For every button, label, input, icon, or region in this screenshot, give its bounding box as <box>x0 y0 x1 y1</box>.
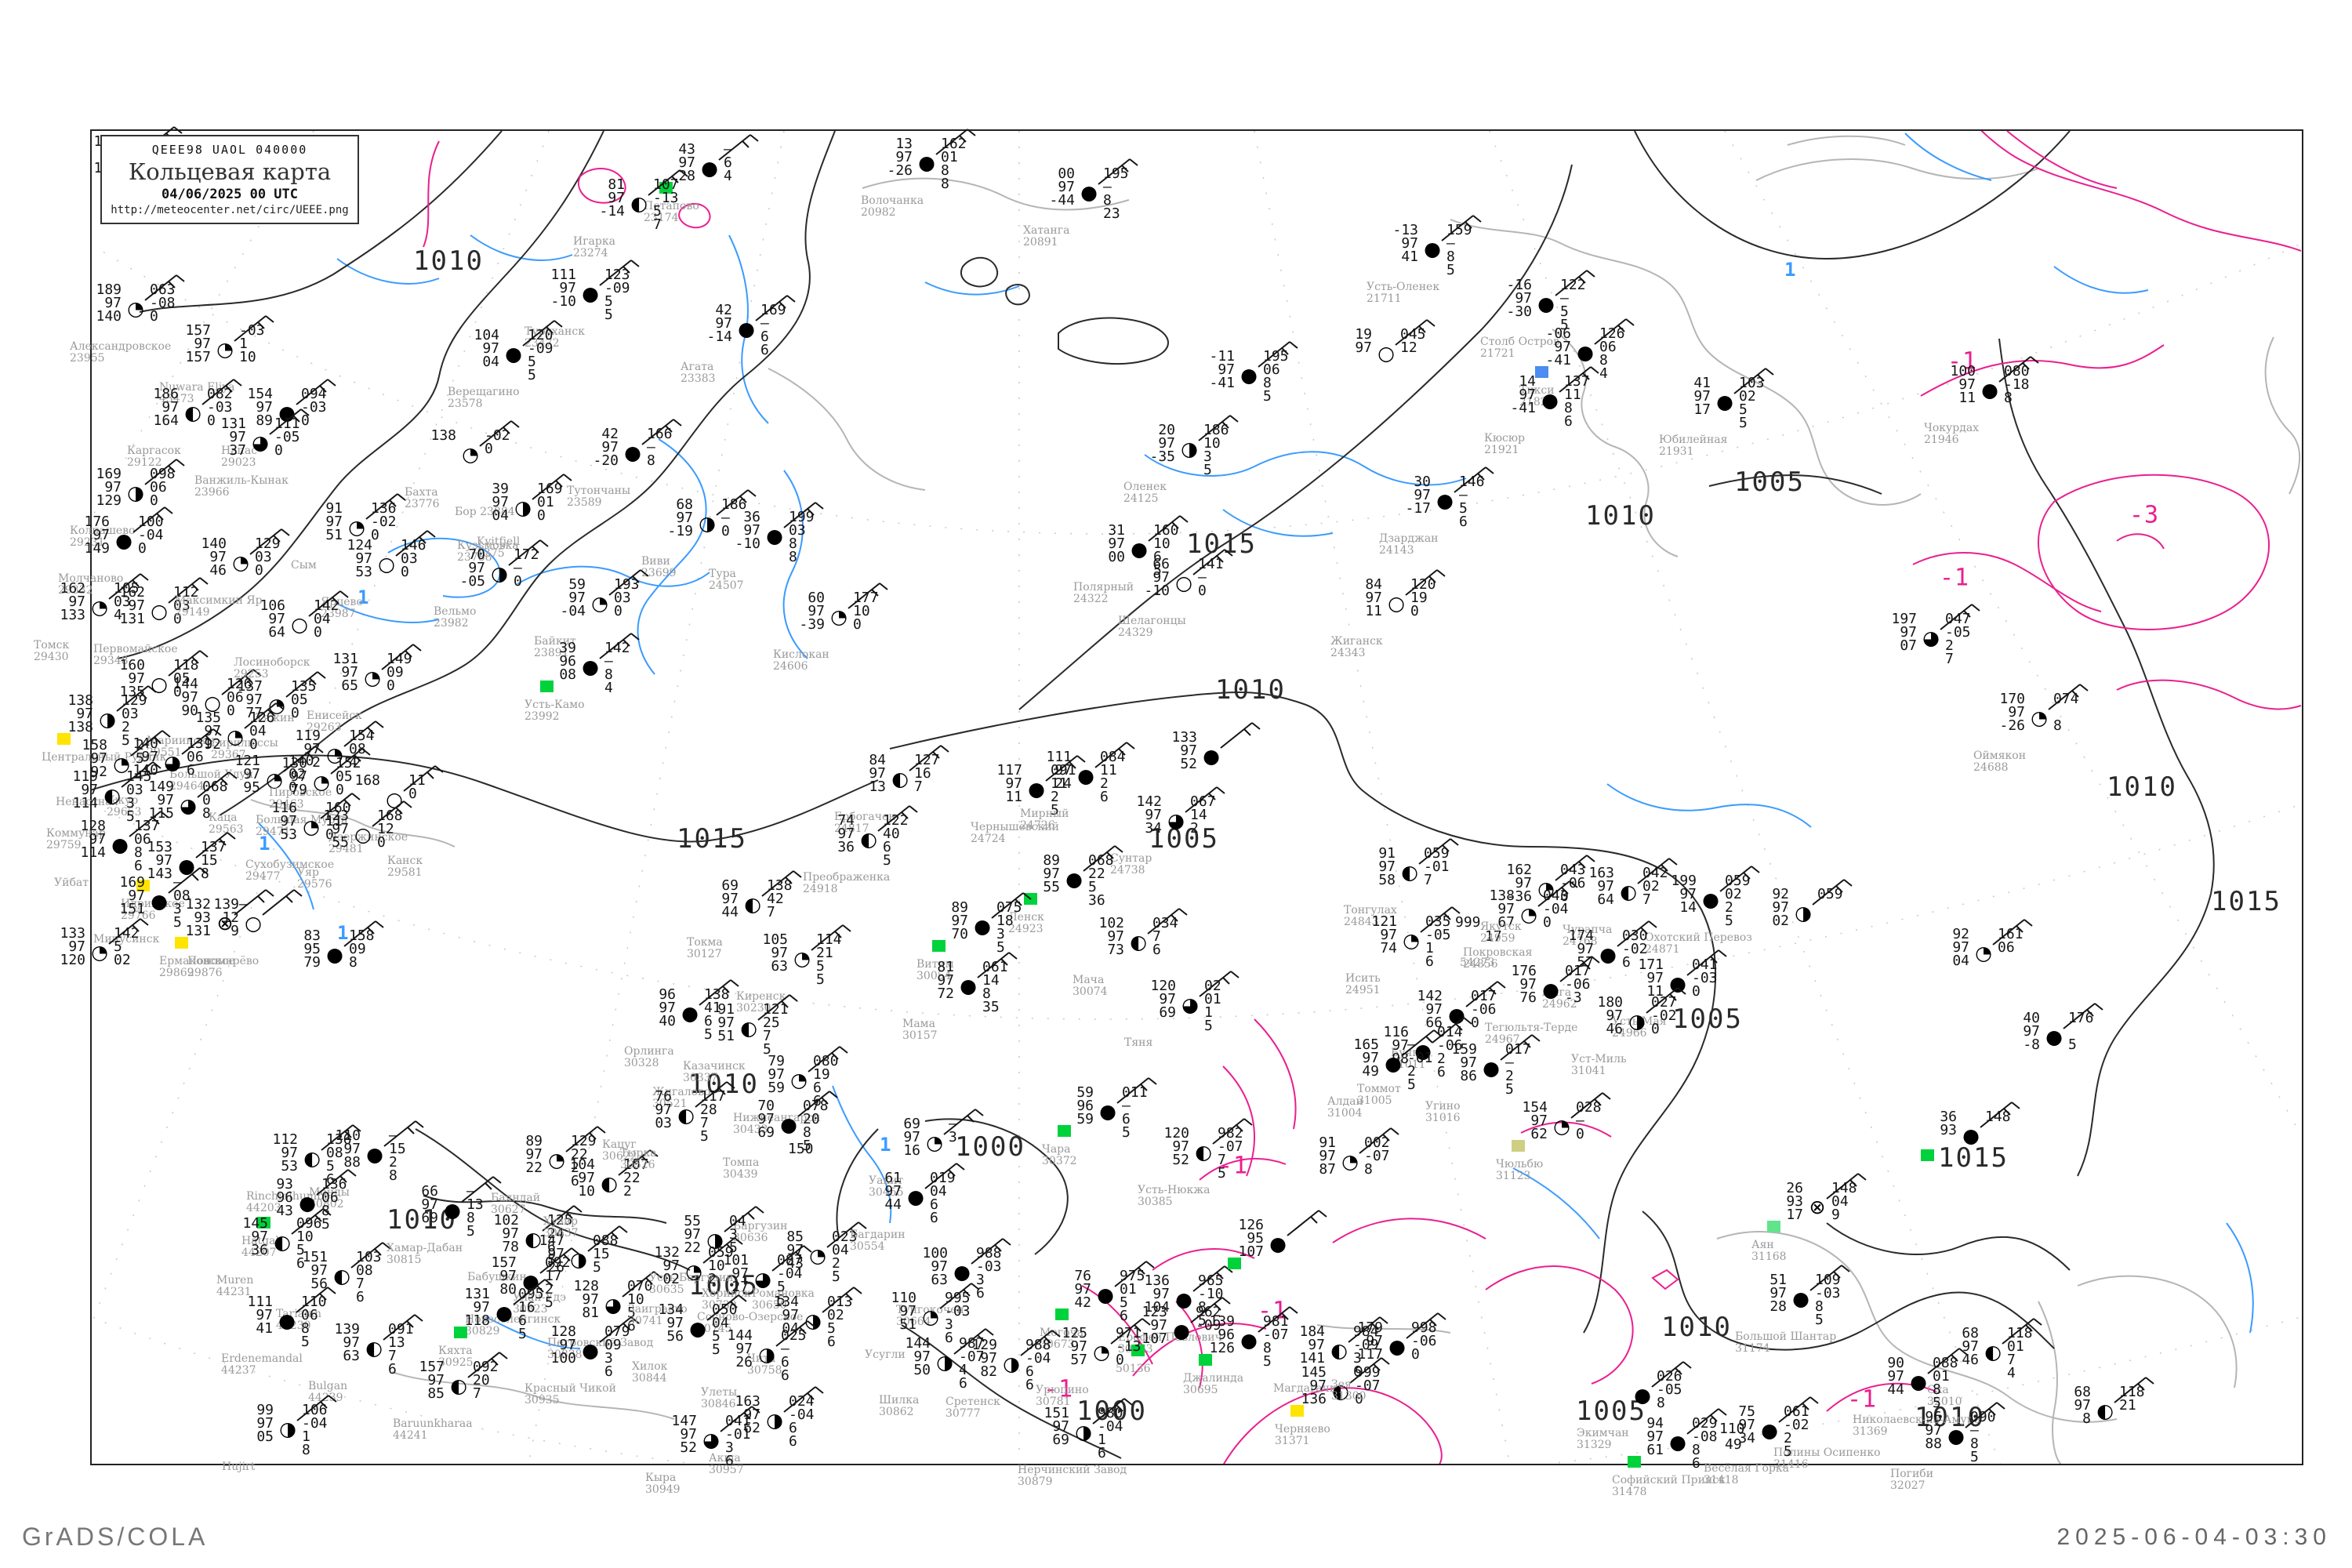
header-box: QEEE98 UAOL 040000 Кольцевая карта 04/06… <box>100 135 359 224</box>
misc-label: 110 <box>1719 1421 1745 1437</box>
isobar-paths <box>92 131 2215 1459</box>
misc-label: Бор 23884 <box>455 506 515 518</box>
source-url: http://meteocenter.net/circ/UEEE.png <box>111 204 349 216</box>
map-frame <box>90 129 2303 1465</box>
misc-label: 999 <box>1455 914 1481 931</box>
bulletin-id: QEEE98 UAOL 040000 <box>151 143 308 157</box>
render-timestamp: 2025-06-04-03:30 <box>2056 1524 2332 1550</box>
isobar-label: 1005 <box>1576 1396 1646 1427</box>
map-title: Кольцевая карта <box>128 158 332 185</box>
misc-label: 1375 <box>477 547 505 560</box>
graticule-lines <box>92 131 2302 1464</box>
misc-label: 30636 <box>733 1232 768 1244</box>
isobar-label: 1010 <box>1915 1402 1985 1433</box>
front-value-label: -1 <box>1939 564 1970 592</box>
isobar-label: 1015 <box>2211 886 2281 917</box>
isobar-label: 1005 <box>1734 466 1805 498</box>
isobar-label: 1010 <box>2107 771 2177 803</box>
misc-label: Баргузин <box>733 1220 788 1232</box>
misc-label: 49 <box>1725 1436 1742 1453</box>
front-value-label: -1 <box>1218 1152 1249 1180</box>
isobar-label: 1015 <box>677 823 747 855</box>
river-label: 1 <box>880 1134 891 1156</box>
isobar-label: 1010 <box>413 245 484 277</box>
isobar-label: 1015 <box>1186 528 1257 560</box>
misc-label: Полины Осипенко <box>1773 1446 1881 1459</box>
isobar-label: 1010 <box>1585 500 1656 532</box>
misc-label: 30622 <box>602 1150 637 1163</box>
front-value-label: -1 <box>1947 347 1978 376</box>
front-value-label: -1 <box>1043 1375 1074 1403</box>
misc-label: 30521 <box>652 1098 688 1110</box>
front-value-label: -1 <box>1846 1385 1878 1414</box>
front-value-label: -1 <box>1257 1297 1288 1325</box>
river-label: 1 <box>337 922 349 944</box>
isobar-label: 1005 <box>1149 823 1219 855</box>
misc-label: 29581 <box>387 866 423 879</box>
isobar-label: 1015 <box>1938 1142 2009 1174</box>
isobar-label: 1010 <box>387 1204 457 1236</box>
misc-label: 54273 <box>1460 956 1495 969</box>
river-label: 1 <box>358 586 369 608</box>
river-label: 1 <box>1784 259 1796 281</box>
misc-label: Канск <box>387 855 423 867</box>
misc-label: 150 <box>788 1141 814 1157</box>
isobar-label: 1000 <box>1076 1396 1147 1427</box>
misc-label: 30739 <box>702 1299 737 1312</box>
river-label: 1 <box>259 833 270 855</box>
misc-label: Хоринск <box>702 1287 751 1300</box>
map-datetime: 04/06/2025 00 UTC <box>162 187 298 202</box>
misc-label: Жигалово <box>652 1086 711 1098</box>
front-paths <box>423 131 2302 1464</box>
isobar-label: 1005 <box>1672 1004 1743 1035</box>
isobar-label: 1000 <box>955 1131 1025 1163</box>
isobar-label: 1010 <box>1215 674 1286 706</box>
misc-label: 17 <box>1485 928 1502 945</box>
misc-label: Кацуг <box>602 1138 637 1151</box>
grads-credit: GrADS/COLA <box>22 1523 209 1551</box>
misc-label: 31416 <box>1773 1458 1809 1471</box>
misc-label: Тяжин <box>256 712 295 724</box>
front-value-label: -3 <box>2129 501 2160 529</box>
misc-label: Kvitfjell <box>477 535 521 548</box>
isobar-label: 1010 <box>1661 1312 1732 1343</box>
